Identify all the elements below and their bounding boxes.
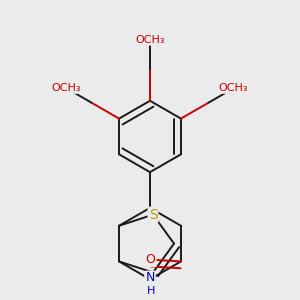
Text: OCH₃: OCH₃ bbox=[52, 83, 81, 93]
Text: O: O bbox=[146, 253, 155, 266]
Text: H: H bbox=[147, 286, 156, 296]
Text: OCH₃: OCH₃ bbox=[219, 83, 248, 93]
Text: N: N bbox=[145, 273, 155, 286]
Text: N: N bbox=[145, 271, 155, 284]
Text: S: S bbox=[149, 208, 158, 222]
Text: OCH₃: OCH₃ bbox=[135, 35, 165, 45]
